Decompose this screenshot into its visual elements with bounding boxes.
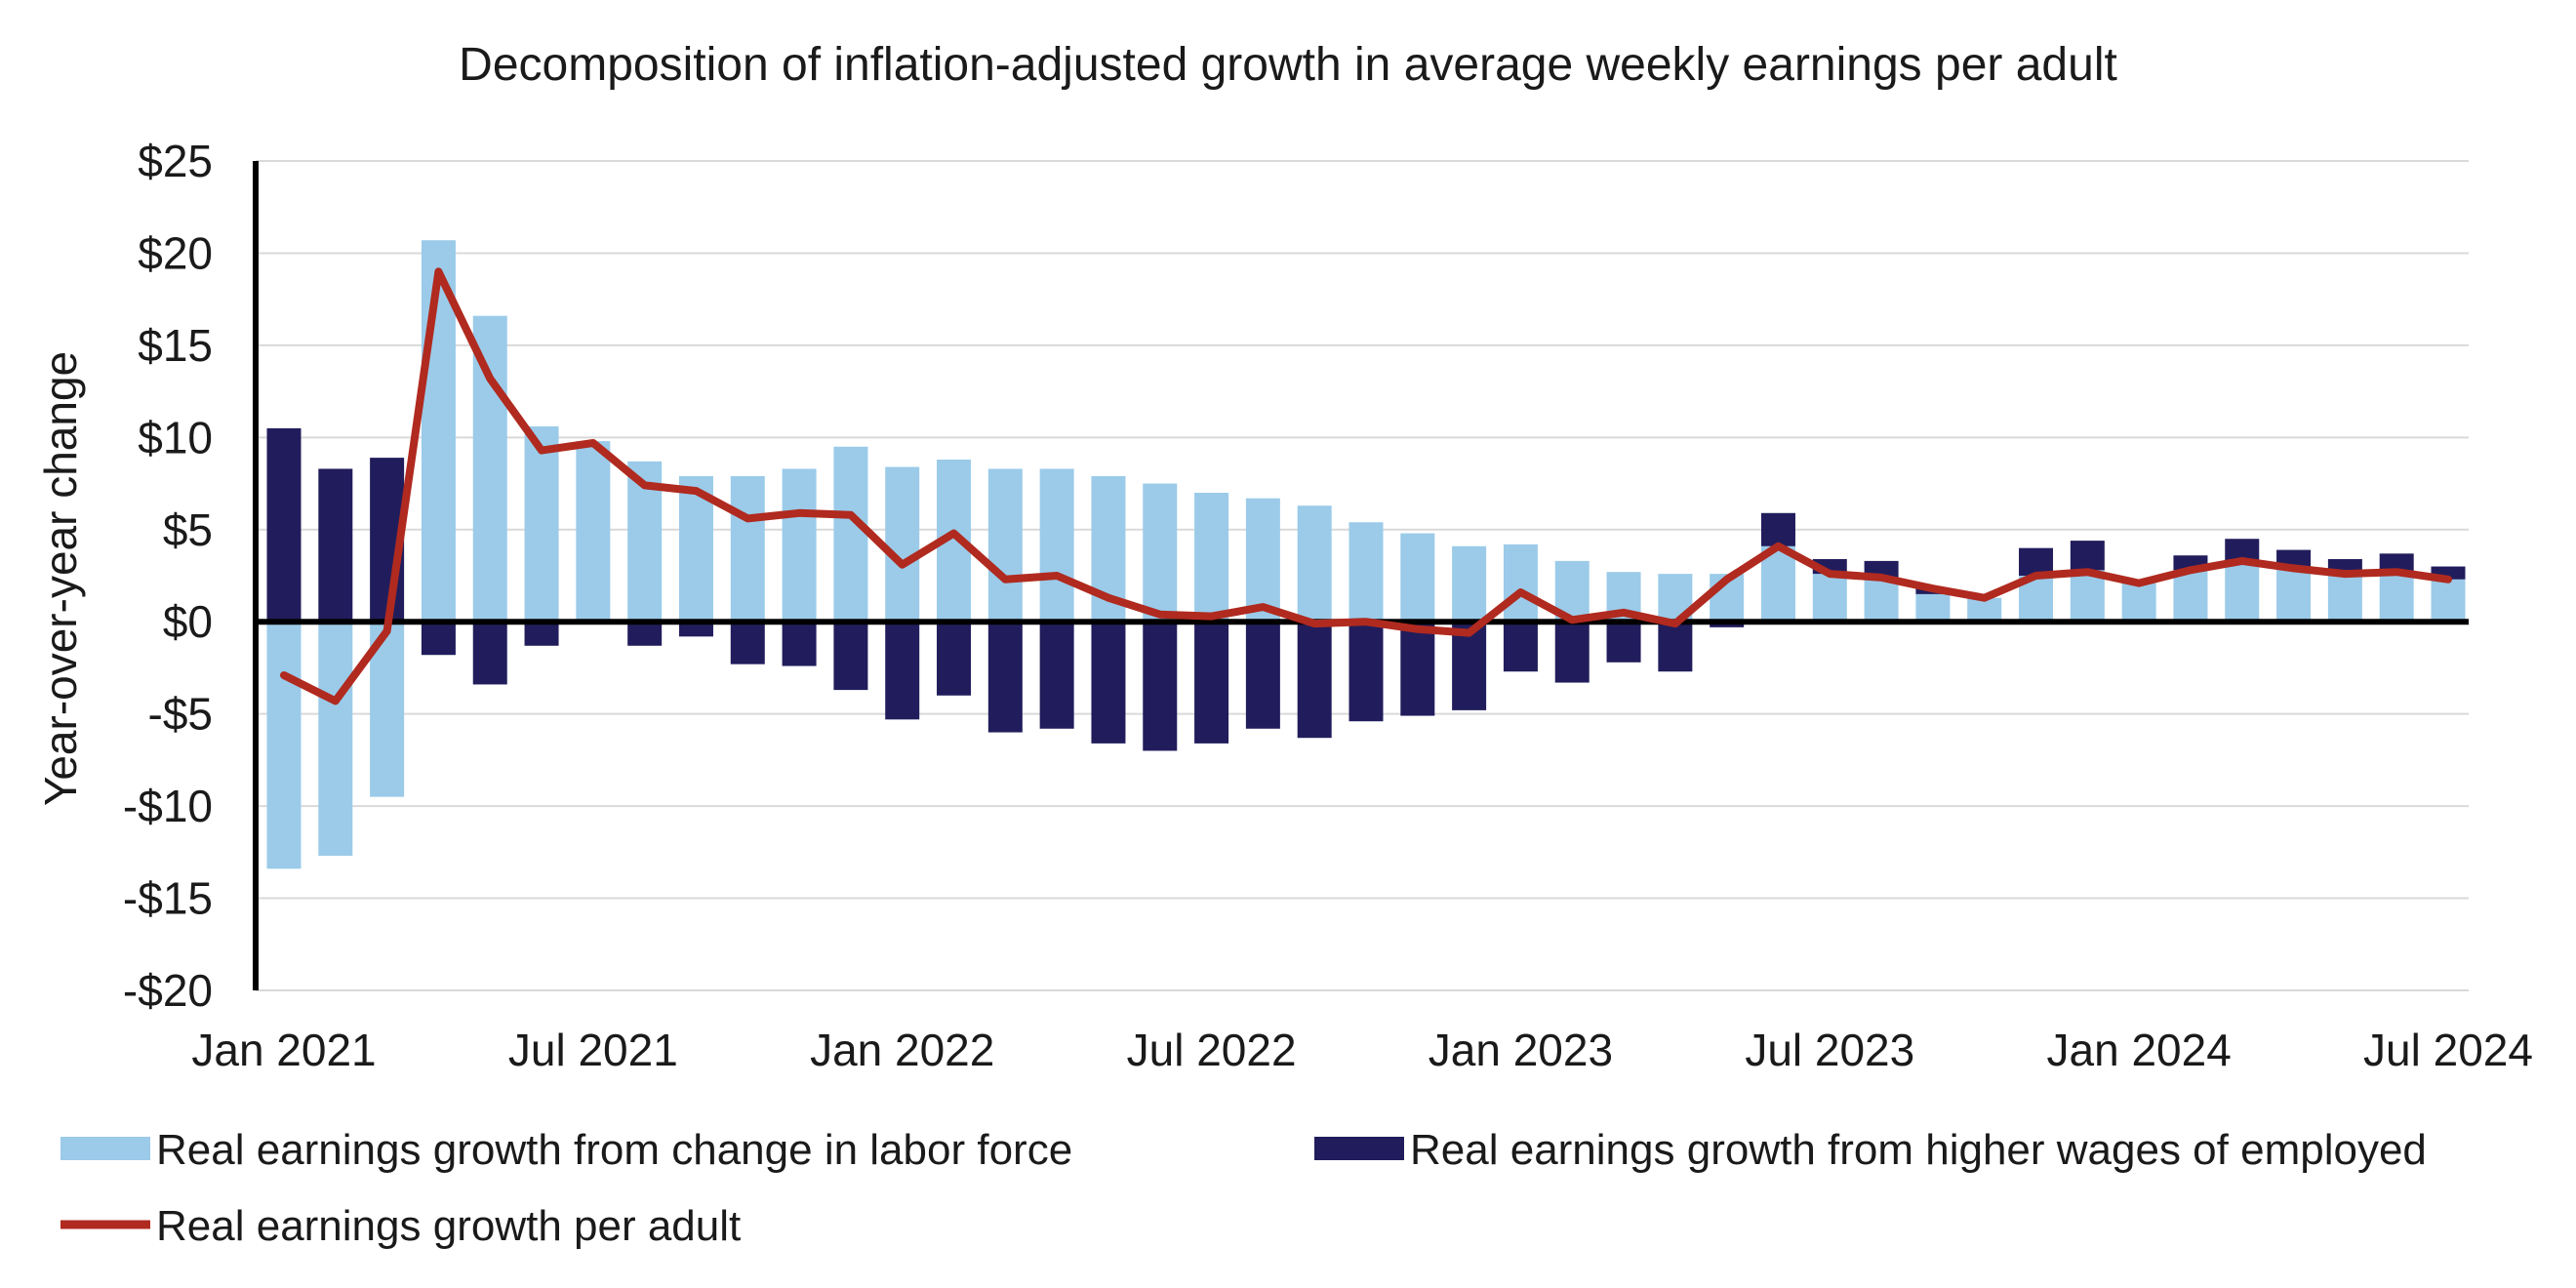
bar-higher-wages: [937, 622, 972, 696]
legend-per-adult-label: Real earnings growth per adult: [156, 1202, 741, 1250]
bar-higher-wages: [1091, 622, 1126, 744]
bar-labor-force: [1503, 543, 1538, 623]
bar-higher-wages: [524, 622, 559, 646]
bar-higher-wages: [2379, 553, 2414, 573]
bar-labor-force: [833, 446, 868, 623]
x-tick-label: Jan 2023: [1429, 1025, 1613, 1075]
bar-labor-force: [1452, 545, 1487, 623]
bar-labor-force: [2327, 574, 2362, 623]
legend-higher-wages-label: Real earnings growth from higher wages o…: [1410, 1126, 2427, 1174]
bar-higher-wages: [678, 622, 713, 637]
legend-labor-force-swatch: [60, 1137, 150, 1160]
legend: Real earnings growth from change in labo…: [60, 1126, 2427, 1250]
bar-higher-wages: [627, 622, 663, 646]
bar-labor-force: [987, 468, 1023, 623]
bar-labor-force: [885, 466, 920, 623]
y-tick-label: -$10: [123, 781, 213, 831]
bar-labor-force: [1812, 574, 1847, 623]
bar-labor-force: [576, 441, 611, 623]
y-tick-label: $15: [138, 320, 213, 371]
y-axis-ticks: $25 $20 $15 $10 $5 $0 -$5 -$10 -$15 -$20: [123, 136, 213, 1016]
bar-higher-wages: [730, 622, 765, 664]
bar-labor-force: [1245, 498, 1280, 623]
y-tick-label: $5: [163, 504, 213, 555]
legend-higher-wages-swatch: [1314, 1137, 1404, 1160]
bar-higher-wages: [2225, 539, 2260, 561]
y-tick-label: $0: [163, 596, 213, 647]
bar-labor-force: [1760, 545, 1795, 623]
bar-higher-wages: [266, 427, 302, 623]
bar-labor-force: [1194, 493, 1229, 623]
bar-labor-force: [1864, 577, 1899, 623]
x-tick-label: Jul 2024: [2363, 1025, 2533, 1075]
bar-labor-force: [318, 622, 353, 857]
bar-higher-wages: [833, 622, 868, 691]
bar-higher-wages: [1245, 622, 1280, 729]
bar-higher-wages: [1400, 622, 1435, 716]
bar-labor-force: [2276, 568, 2312, 623]
bar-higher-wages: [1658, 622, 1693, 672]
bar-labor-force: [1039, 468, 1074, 623]
bar-labor-force: [2431, 579, 2466, 623]
y-tick-label: $10: [138, 412, 213, 463]
y-tick-label: -$5: [148, 689, 213, 740]
bar-higher-wages: [318, 468, 353, 623]
y-axis-label: Year-over-year change: [35, 351, 86, 806]
bar-labor-force: [2121, 583, 2156, 623]
bar-labor-force: [2173, 570, 2208, 623]
bar-labor-force: [472, 315, 507, 623]
bar-higher-wages: [885, 622, 920, 720]
x-axis-ticks: Jan 2021 Jul 2021 Jan 2022 Jul 2022 Jan 2023…: [191, 1025, 2533, 1075]
bar-higher-wages: [1554, 622, 1590, 683]
bar-higher-wages: [1606, 622, 1641, 663]
bar-labor-force: [1297, 505, 1332, 623]
bar-labor-force: [1967, 597, 2002, 623]
per-adult-line-group: [280, 267, 2452, 705]
bar-higher-wages: [1760, 512, 1795, 546]
bar-higher-wages: [2070, 541, 2105, 571]
bar-labor-force: [2379, 572, 2414, 623]
y-tick-label: -$15: [123, 873, 213, 924]
bar-higher-wages: [1348, 622, 1384, 722]
bar-labor-force: [730, 476, 765, 623]
bar-higher-wages: [472, 622, 507, 685]
x-tick-label: Jul 2023: [1745, 1025, 1914, 1075]
bar-labor-force: [1400, 533, 1435, 623]
bar-higher-wages: [782, 622, 817, 666]
bar-labor-force: [2070, 570, 2105, 623]
bars-labor-force: [266, 240, 2466, 869]
x-tick-label: Jan 2024: [2047, 1025, 2232, 1075]
y-tick-label: $25: [138, 136, 213, 186]
bar-labor-force: [266, 622, 302, 869]
x-tick-label: Jan 2022: [810, 1025, 994, 1075]
y-tick-label: -$20: [123, 965, 213, 1016]
x-tick-label: Jul 2021: [508, 1025, 678, 1075]
bar-higher-wages: [1039, 622, 1074, 729]
bar-higher-wages: [1194, 622, 1229, 744]
bar-higher-wages: [421, 622, 456, 656]
x-tick-label: Jul 2022: [1127, 1025, 1297, 1075]
bar-labor-force: [1143, 483, 1178, 623]
chart-title: Decomposition of inflation-adjusted grow…: [459, 39, 2117, 91]
bar-higher-wages: [1143, 622, 1178, 751]
bar-labor-force: [524, 426, 559, 623]
bar-labor-force: [1348, 522, 1384, 623]
y-tick-label: $20: [138, 227, 213, 278]
bar-higher-wages: [1503, 622, 1538, 672]
legend-labor-force-label: Real earnings growth from change in labo…: [156, 1126, 1072, 1174]
bar-labor-force: [782, 468, 817, 623]
bar-higher-wages: [987, 622, 1023, 733]
bar-higher-wages: [1297, 622, 1332, 739]
bar-labor-force: [2225, 560, 2260, 623]
bar-labor-force: [1915, 593, 1951, 623]
x-tick-label: Jan 2021: [191, 1025, 376, 1075]
line-real-earnings-per-adult: [280, 267, 2452, 705]
